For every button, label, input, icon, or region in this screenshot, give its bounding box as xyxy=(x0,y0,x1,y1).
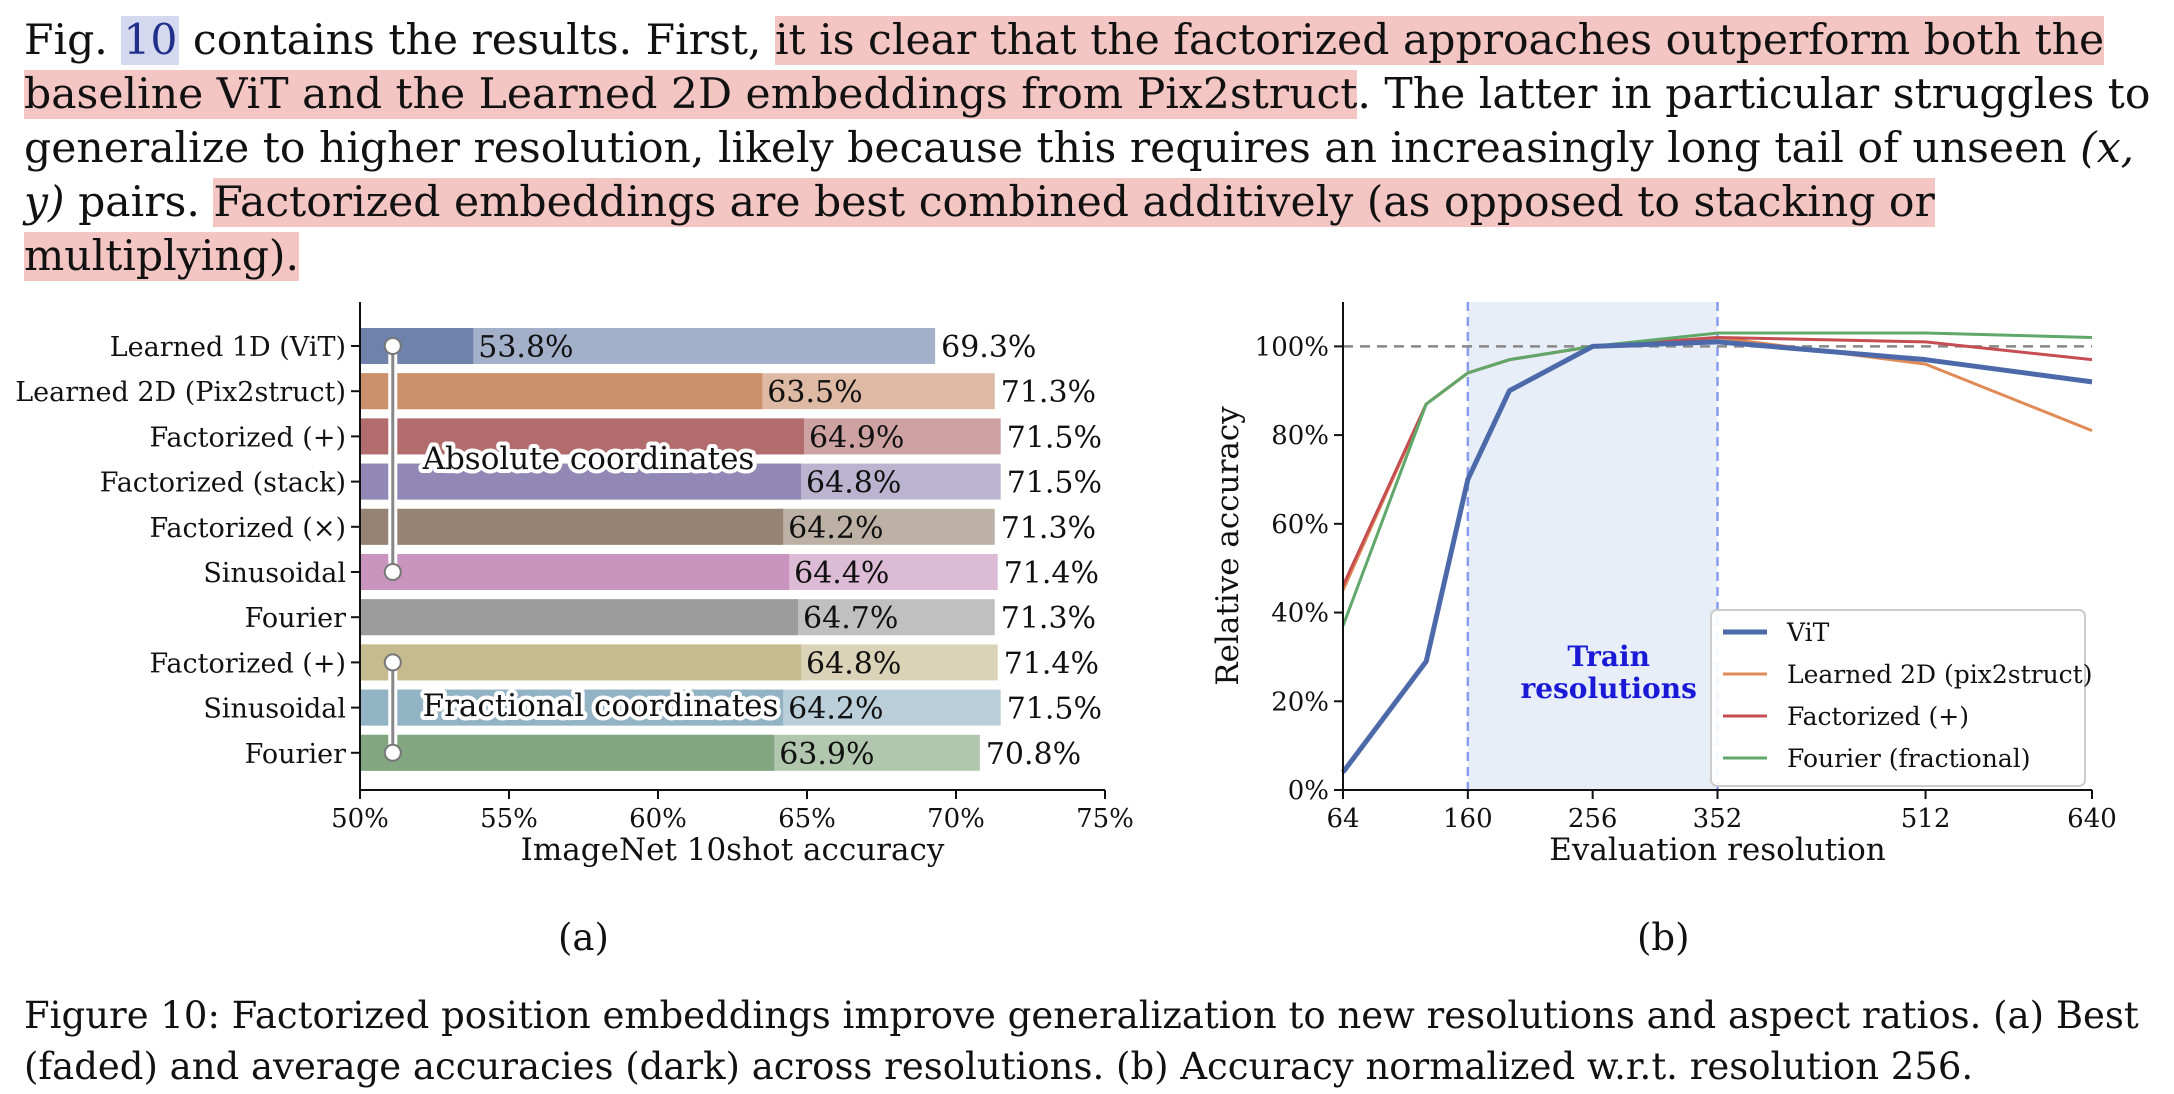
train-region-label: Train xyxy=(1567,640,1650,673)
paragraph-text: contains the results. First, xyxy=(179,16,775,65)
annotation-halo: Fractional coordinates xyxy=(423,688,779,724)
series-line xyxy=(1341,331,2093,627)
legend-box xyxy=(1710,609,2086,787)
bar-best-label: 71.5% xyxy=(1007,692,1102,727)
bar-group: 53.8% 69.3% Learned 1D (ViT) 63.5% 71.3% Lear… xyxy=(15,302,1134,868)
subfigure-label-b: (b) xyxy=(1637,916,1690,959)
bar-average xyxy=(360,418,805,455)
y-tick-label: 40% xyxy=(1271,599,1329,629)
chart-a-bar: 53.8% 69.3% Learned 1D (ViT) 63.5% 71.3% Lear… xyxy=(15,302,1134,868)
category-label: Factorized (×) xyxy=(149,513,346,544)
group-bracket-dot xyxy=(383,743,402,762)
x-tick-label: 65% xyxy=(778,804,836,834)
category-label: Sinusoidal xyxy=(203,558,346,589)
bar-average xyxy=(360,644,802,681)
category-label: Fourier xyxy=(245,739,346,770)
figure-reference-link[interactable]: 10 xyxy=(121,16,180,65)
bar-avg-label: 64.2% xyxy=(788,511,883,546)
bar-avg-label: 64.8% xyxy=(806,646,901,681)
group-bracket-dot xyxy=(383,563,402,581)
x-tick-label: 50% xyxy=(331,804,389,834)
category-label: Sinusoidal xyxy=(203,694,346,725)
y-tick-label: 0% xyxy=(1288,776,1329,806)
bar-avg-label: 63.5% xyxy=(767,375,862,410)
legend-label: Factorized (+) xyxy=(1787,702,1969,731)
x-tick-label: 60% xyxy=(629,804,687,834)
caption-label: Figure 10: xyxy=(24,994,220,1037)
bar-best-label: 71.3% xyxy=(1001,601,1096,636)
bar-avg-label: 64.2% xyxy=(788,692,883,727)
x-tick-label: 640 xyxy=(2067,804,2117,834)
paragraph-text: Fig. xyxy=(24,16,122,65)
x-axis-label: Evaluation resolution xyxy=(1549,832,1885,868)
figure-caption: Figure 10: Factorized position embedding… xyxy=(24,990,2154,1092)
bar-best-label: 71.3% xyxy=(1001,511,1096,546)
category-label: Factorized (+) xyxy=(149,648,346,679)
y-axis-label: Relative accuracy xyxy=(1210,406,1246,686)
y-tick-label: 80% xyxy=(1271,421,1329,451)
y-tick-label: 100% xyxy=(1255,332,1329,362)
train-region xyxy=(1467,302,1718,790)
bar-average xyxy=(360,508,784,545)
highlight-2-period: . xyxy=(285,232,300,281)
group-annotation: Absolute coordinates xyxy=(422,441,755,477)
group-annotation: Fractional coordinates xyxy=(423,688,779,724)
bar-average xyxy=(360,554,790,590)
group-bracket-dot xyxy=(383,653,402,672)
bar-average xyxy=(360,463,802,500)
legend-label: Fourier (fractional) xyxy=(1787,744,2030,773)
x-tick-label: 75% xyxy=(1076,804,1134,834)
bar-best-label: 71.5% xyxy=(1007,466,1102,501)
x-tick-label: 160 xyxy=(1443,804,1493,834)
group-bracket-dot xyxy=(383,337,402,355)
bar-avg-label: 63.9% xyxy=(779,737,874,772)
category-label: Fourier xyxy=(245,603,346,634)
y-tick-label: 60% xyxy=(1271,510,1329,540)
category-label: Factorized (stack) xyxy=(100,468,346,499)
category-label: Learned 2D (Pix2struct) xyxy=(15,377,346,408)
bar-avg-label: 64.4% xyxy=(794,556,889,591)
series-line xyxy=(1341,339,2093,774)
bar-average xyxy=(360,599,799,636)
annotation-halo: Absolute coordinates xyxy=(422,441,755,477)
x-tick-label: 70% xyxy=(927,804,985,834)
paragraph-text: . The latter in particular struggles to … xyxy=(24,70,2151,173)
x-tick-label: 352 xyxy=(1693,804,1743,834)
caption-text: Factorized position embeddings improve g… xyxy=(24,994,2139,1088)
bar-best-label: 71.4% xyxy=(1004,556,1099,591)
y-tick-label: 20% xyxy=(1271,687,1329,717)
math-xy: (x, y) xyxy=(24,124,2135,227)
legend-label: ViT xyxy=(1786,618,1830,647)
bar-best-label: 71.5% xyxy=(1007,420,1102,455)
bar-avg-label: 64.7% xyxy=(803,601,898,636)
x-tick-label: 55% xyxy=(480,804,538,834)
bar-average xyxy=(360,689,784,726)
bar-avg-label: 53.8% xyxy=(478,330,573,365)
bar-average xyxy=(360,734,775,771)
bar-best-label: 70.8% xyxy=(986,737,1081,772)
bar-best-label: 69.3% xyxy=(941,330,1036,365)
x-axis-label: ImageNet 10shot accuracy xyxy=(521,832,945,868)
bar-average xyxy=(360,328,474,364)
bar-best-label: 71.4% xyxy=(1004,646,1099,681)
train-region-label: resolutions xyxy=(1520,672,1696,705)
paragraph-text: pairs. xyxy=(64,178,214,227)
legend-label: Learned 2D (pix2struct) xyxy=(1787,660,2092,689)
category-label: Learned 1D (ViT) xyxy=(110,332,346,363)
x-tick-label: 512 xyxy=(1901,804,1951,834)
category-label: Factorized (+) xyxy=(149,422,346,453)
bar-avg-label: 64.8% xyxy=(806,466,901,501)
bar-avg-label: 64.9% xyxy=(809,420,904,455)
bar-best-label: 71.3% xyxy=(1001,375,1096,410)
body-paragraph: Fig. 10 contains the results. First, it … xyxy=(24,14,2154,284)
x-tick-label: 256 xyxy=(1568,804,1618,834)
x-tick-label: 64 xyxy=(1326,804,1359,834)
subfigure-label-a: (a) xyxy=(558,916,609,959)
bar-average xyxy=(360,373,763,410)
